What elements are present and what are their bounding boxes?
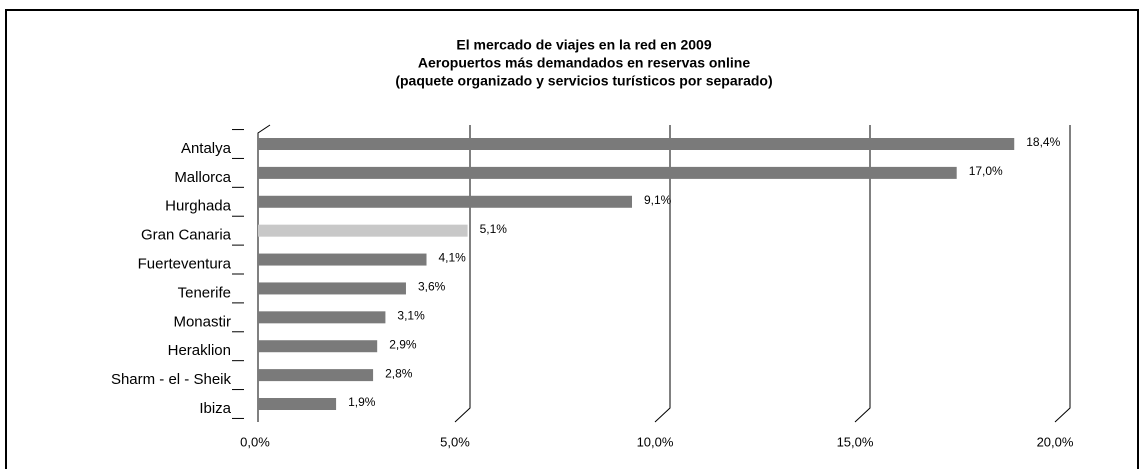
category-label: Ibiza: [199, 400, 231, 417]
x-tick-label: 10,0%: [637, 434, 674, 449]
value-label: 9,1%: [644, 193, 672, 207]
category-label: Mallorca: [174, 169, 231, 186]
category-label: Gran Canaria: [141, 227, 232, 244]
bar: [258, 195, 633, 208]
bar: [258, 224, 468, 237]
x-tick-label: 20,0%: [1037, 434, 1074, 449]
x-tick-label: 5,0%: [440, 434, 470, 449]
value-label: 18,4%: [1026, 135, 1060, 149]
chart-title: (paquete organizado y servicios turístic…: [395, 73, 772, 89]
bar: [258, 282, 406, 295]
grid-line: [1054, 125, 1071, 423]
bar: [258, 340, 378, 353]
value-label: 3,1%: [397, 309, 425, 323]
category-label: Sharm - el - Sheik: [111, 371, 232, 388]
grid-line: [854, 125, 871, 423]
value-label: 17,0%: [969, 164, 1003, 178]
axis-line: [257, 124, 271, 422]
chart-title: Aeropuertos más demandados en reservas o…: [418, 55, 750, 71]
grid-line: [654, 125, 671, 423]
category-label: Antalya: [181, 140, 232, 157]
x-tick-label: 15,0%: [837, 434, 874, 449]
bar: [258, 166, 957, 179]
bar: [258, 398, 337, 410]
category-label: Heraklion: [168, 342, 231, 359]
grid-line: [454, 125, 471, 423]
value-label: 2,8%: [385, 366, 413, 380]
bar: [258, 138, 1015, 150]
x-tick-label: 0,0%: [240, 434, 270, 449]
value-label: 2,9%: [389, 337, 417, 351]
category-label: Tenerife: [178, 284, 231, 301]
chart-title: El mercado de viajes en la red en 2009: [456, 37, 711, 53]
value-label: 5,1%: [480, 222, 508, 236]
bar: [258, 369, 374, 382]
bar: [258, 311, 386, 324]
category-label: Monastir: [173, 313, 231, 330]
value-label: 3,6%: [418, 280, 446, 294]
category-label: Hurghada: [165, 198, 232, 215]
value-label: 1,9%: [348, 395, 376, 409]
category-label: Fuerteventura: [138, 256, 232, 273]
value-label: 4,1%: [439, 251, 467, 265]
chart-frame: [5, 9, 1139, 469]
bar: [258, 253, 427, 266]
